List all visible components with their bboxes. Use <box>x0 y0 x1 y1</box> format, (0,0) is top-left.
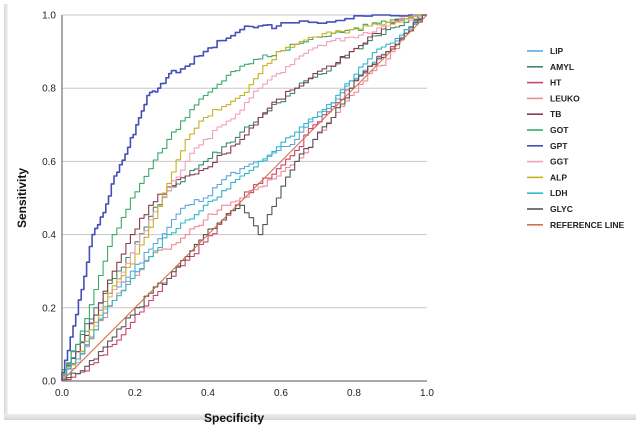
legend-label: LEUKO <box>550 93 580 103</box>
legend-label: REFERENCE LINE <box>550 220 624 230</box>
series-line-gpt <box>61 14 427 381</box>
legend-label: GOT <box>550 125 569 135</box>
legend-label: GPT <box>550 141 568 151</box>
legend-label: AMYL <box>550 62 574 72</box>
x-axis-title: Specificity <box>204 411 264 425</box>
y-tick-label: 0.0 <box>42 377 56 388</box>
series-line-ldh <box>61 14 427 381</box>
legend-label: LDH <box>550 188 567 198</box>
axes <box>61 15 427 382</box>
y-tick-label: 1.0 <box>42 11 56 22</box>
legend-label: GGT <box>550 157 569 167</box>
series-line-ggt <box>61 14 427 381</box>
series-line-lip <box>61 14 427 381</box>
x-tick-label: 0.6 <box>274 388 288 399</box>
figure-frame-left <box>4 4 8 416</box>
x-tick-label: 0.2 <box>128 388 142 399</box>
y-tick-label: 0.6 <box>42 157 56 168</box>
y-tick-label: 0.8 <box>42 84 56 95</box>
series-line-reference-line <box>61 14 428 382</box>
legend-label: LIP <box>550 46 564 56</box>
legend-label: HT <box>550 78 562 88</box>
y-axis-title: Sensitivity <box>15 168 29 228</box>
figure-frame-bottom <box>4 414 636 420</box>
series-line-alp <box>61 14 427 381</box>
x-tick-label: 1.0 <box>420 388 434 399</box>
tick-labels: 0.0 0.2 0.4 0.6 0.8 1.0 0.0 0.2 0.4 0.6 0.8 1.0 <box>42 11 434 400</box>
x-tick-label: 0.8 <box>347 388 361 399</box>
y-tick-label: 0.2 <box>42 303 56 314</box>
y-tick-label: 0.4 <box>42 230 56 241</box>
legend: LIP AMYL HT LEUKO TB GOT GPT GGT ALP LDH GLYC REFER… <box>527 46 624 230</box>
legend-label: GLYC <box>550 204 573 214</box>
series-line-amyl <box>61 14 427 381</box>
series-lines <box>61 14 428 382</box>
x-tick-label: 0.0 <box>55 388 69 399</box>
legend-label: TB <box>550 109 561 119</box>
series-line-tb <box>61 14 427 381</box>
series-line-glyc <box>61 14 427 381</box>
legend-label: ALP <box>550 172 567 182</box>
x-tick-label: 0.4 <box>201 388 215 399</box>
